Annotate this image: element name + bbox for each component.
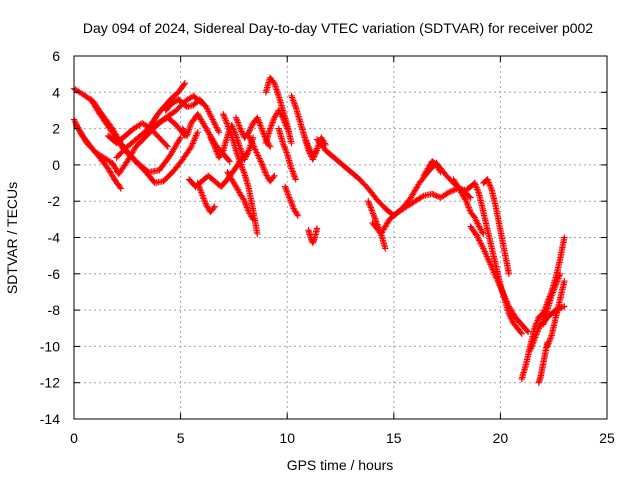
y-tick-label: -10 (40, 338, 60, 354)
series-markers (143, 80, 189, 136)
series-arc-07 (143, 80, 189, 136)
series-arc-19 (275, 125, 299, 183)
y-tick-label: -8 (48, 302, 61, 318)
series-arc-20 (281, 183, 302, 219)
y-axis-label: SDTVAR / TECUs (4, 182, 20, 294)
series-markers (301, 132, 329, 159)
y-tick-labels: 6 4 2 0 -2 -4 -6 -8 -10 -12 -14 (40, 48, 60, 427)
x-tick-label: 0 (70, 430, 78, 446)
series-arc-28 (420, 158, 444, 179)
series-markers (194, 179, 218, 216)
y-tick-label: -4 (48, 230, 61, 246)
y-tick-label: 4 (52, 84, 60, 100)
series-markers (480, 176, 513, 277)
y-tick-label: -14 (40, 411, 60, 427)
y-tick-label: -6 (48, 266, 61, 282)
series-arc-22 (301, 132, 329, 159)
x-tick-labels: 0 5 10 15 20 25 (70, 430, 615, 446)
series-markers (224, 169, 257, 223)
series-arc-24 (313, 136, 397, 219)
y-tick-label: 2 (52, 121, 60, 137)
y-tick-label: -2 (48, 193, 61, 209)
series-arc-13 (220, 110, 261, 238)
series-markers (527, 270, 564, 354)
series-markers (467, 223, 532, 336)
series-arc-08 (162, 96, 223, 136)
series-markers (72, 121, 125, 192)
series-arc-31 (467, 223, 532, 336)
x-tick-label: 5 (177, 430, 185, 446)
x-axis-label: GPS time / hours (287, 457, 394, 473)
series-markers (450, 176, 487, 238)
series-arc-14 (224, 169, 257, 223)
x-tick-label: 20 (493, 430, 509, 446)
series-markers (262, 107, 291, 147)
x-tick-label: 15 (386, 430, 402, 446)
series-markers (87, 96, 201, 187)
series-markers (275, 125, 299, 183)
series-arc-11 (194, 179, 218, 216)
series-arc-04 (87, 96, 201, 187)
series-markers (544, 277, 568, 350)
y-tick-label: 0 (52, 157, 60, 173)
series-arc-29 (450, 176, 487, 238)
series-arc-23 (305, 225, 321, 247)
series-markers (420, 158, 444, 179)
series-arc-18 (262, 107, 291, 147)
series-markers (305, 225, 321, 247)
series-arc-32 (480, 176, 513, 277)
series-markers (313, 136, 397, 219)
x-tick-label: 10 (279, 430, 295, 446)
series-markers (220, 110, 261, 238)
data-marks (70, 74, 568, 386)
series-arc-03 (72, 121, 125, 192)
chart-title: Day 094 of 2024, Sidereal Day-to-day VTE… (83, 20, 593, 36)
series-arc-34 (527, 270, 564, 354)
series-arc-16 (245, 132, 278, 185)
series-markers (245, 132, 278, 185)
series-markers (281, 183, 302, 219)
axis-ticks (73, 55, 608, 420)
series-markers (162, 96, 223, 136)
y-tick-label: -12 (40, 375, 60, 391)
y-tick-label: 6 (52, 48, 60, 64)
series-arc-37 (544, 277, 568, 350)
x-tick-label: 25 (599, 430, 615, 446)
